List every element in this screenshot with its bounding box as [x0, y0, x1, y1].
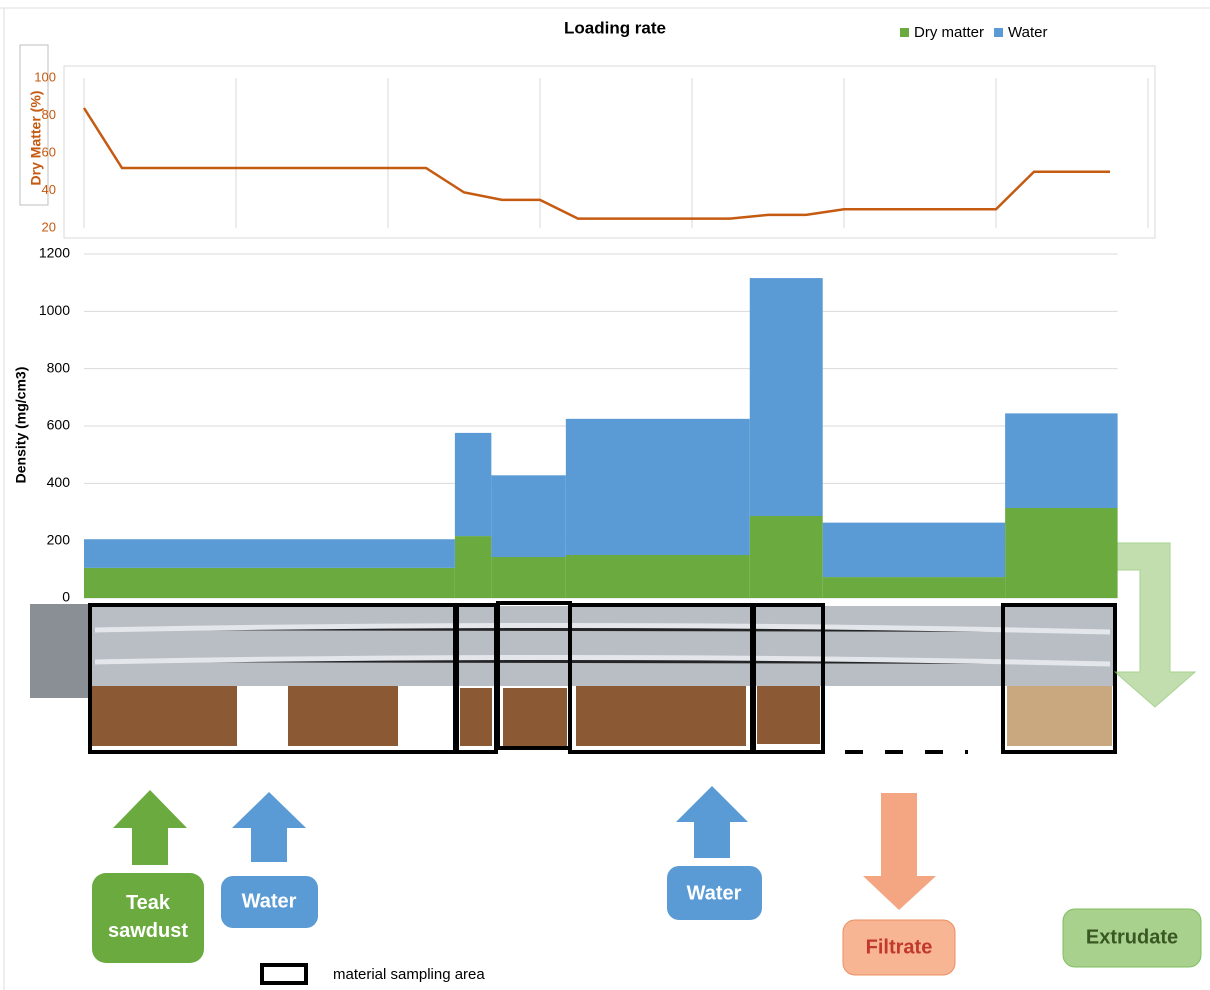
sampling-legend-symbol [260, 963, 308, 985]
y-tick-label: 1200 [39, 245, 70, 261]
bar-segment [822, 522, 1006, 578]
bar-segment [565, 555, 750, 598]
input-label: Teak sawdust [108, 892, 188, 942]
sampling-legend-label: material sampling area [333, 966, 485, 983]
extrudate-label: Extrudate [1086, 926, 1178, 948]
filtrate-label: Filtrate [866, 936, 933, 958]
y-tick-label: 200 [47, 531, 71, 547]
bar-segment [84, 567, 455, 598]
bar-segment [84, 539, 455, 568]
y-tick-label: 40 [42, 182, 56, 197]
line-chart-frame [63, 65, 1156, 239]
input-arrow [232, 792, 306, 862]
input-box [221, 876, 318, 928]
input-arrow [113, 790, 187, 865]
filtrate-arrow [863, 793, 936, 910]
y-axis-label: Density (mg/cm3) [13, 367, 29, 484]
input-arrow [676, 786, 748, 858]
bar-segment [749, 516, 823, 598]
bar-segment [491, 475, 566, 558]
y-axis-label: Dry Matter (%) [28, 91, 44, 186]
y-tick-label: 600 [47, 417, 71, 433]
extrudate-box [1062, 908, 1202, 968]
output-arrow [1113, 542, 1197, 708]
bar-segment [565, 418, 750, 555]
input-label-word: sawdust [108, 920, 188, 942]
bar-segment [454, 432, 492, 537]
y-tick-label: 400 [47, 474, 71, 490]
legend-swatch [900, 28, 909, 37]
input-label: Water [687, 882, 742, 904]
legend-label: Dry matter [914, 24, 984, 41]
ylabel-box [19, 44, 49, 206]
y-tick-label: 1000 [39, 302, 70, 318]
legend-label: Water [1008, 24, 1047, 41]
input-label: Water [242, 890, 297, 912]
y-tick-label: 80 [42, 107, 56, 122]
input-label-word: Teak [126, 892, 171, 914]
filtrate-box [842, 919, 956, 976]
legend-swatch [994, 28, 1004, 37]
input-box [667, 866, 762, 920]
line [82, 107, 1110, 220]
y-tick-label: 800 [47, 359, 71, 375]
chart-title: Loading rate [564, 18, 666, 37]
bar-segment [491, 557, 566, 598]
y-tick-label: 60 [42, 144, 56, 159]
bar-segment [1005, 507, 1118, 598]
bar-segment [454, 536, 492, 598]
bar-segment [749, 278, 823, 517]
bar-segment [1005, 413, 1118, 508]
bar-segment [822, 577, 1006, 598]
y-tick-label: 100 [34, 69, 56, 84]
input-box [92, 873, 204, 963]
y-tick-label: 0 [62, 589, 70, 605]
screw-photo [30, 601, 1117, 754]
y-tick-label: 20 [42, 219, 56, 234]
